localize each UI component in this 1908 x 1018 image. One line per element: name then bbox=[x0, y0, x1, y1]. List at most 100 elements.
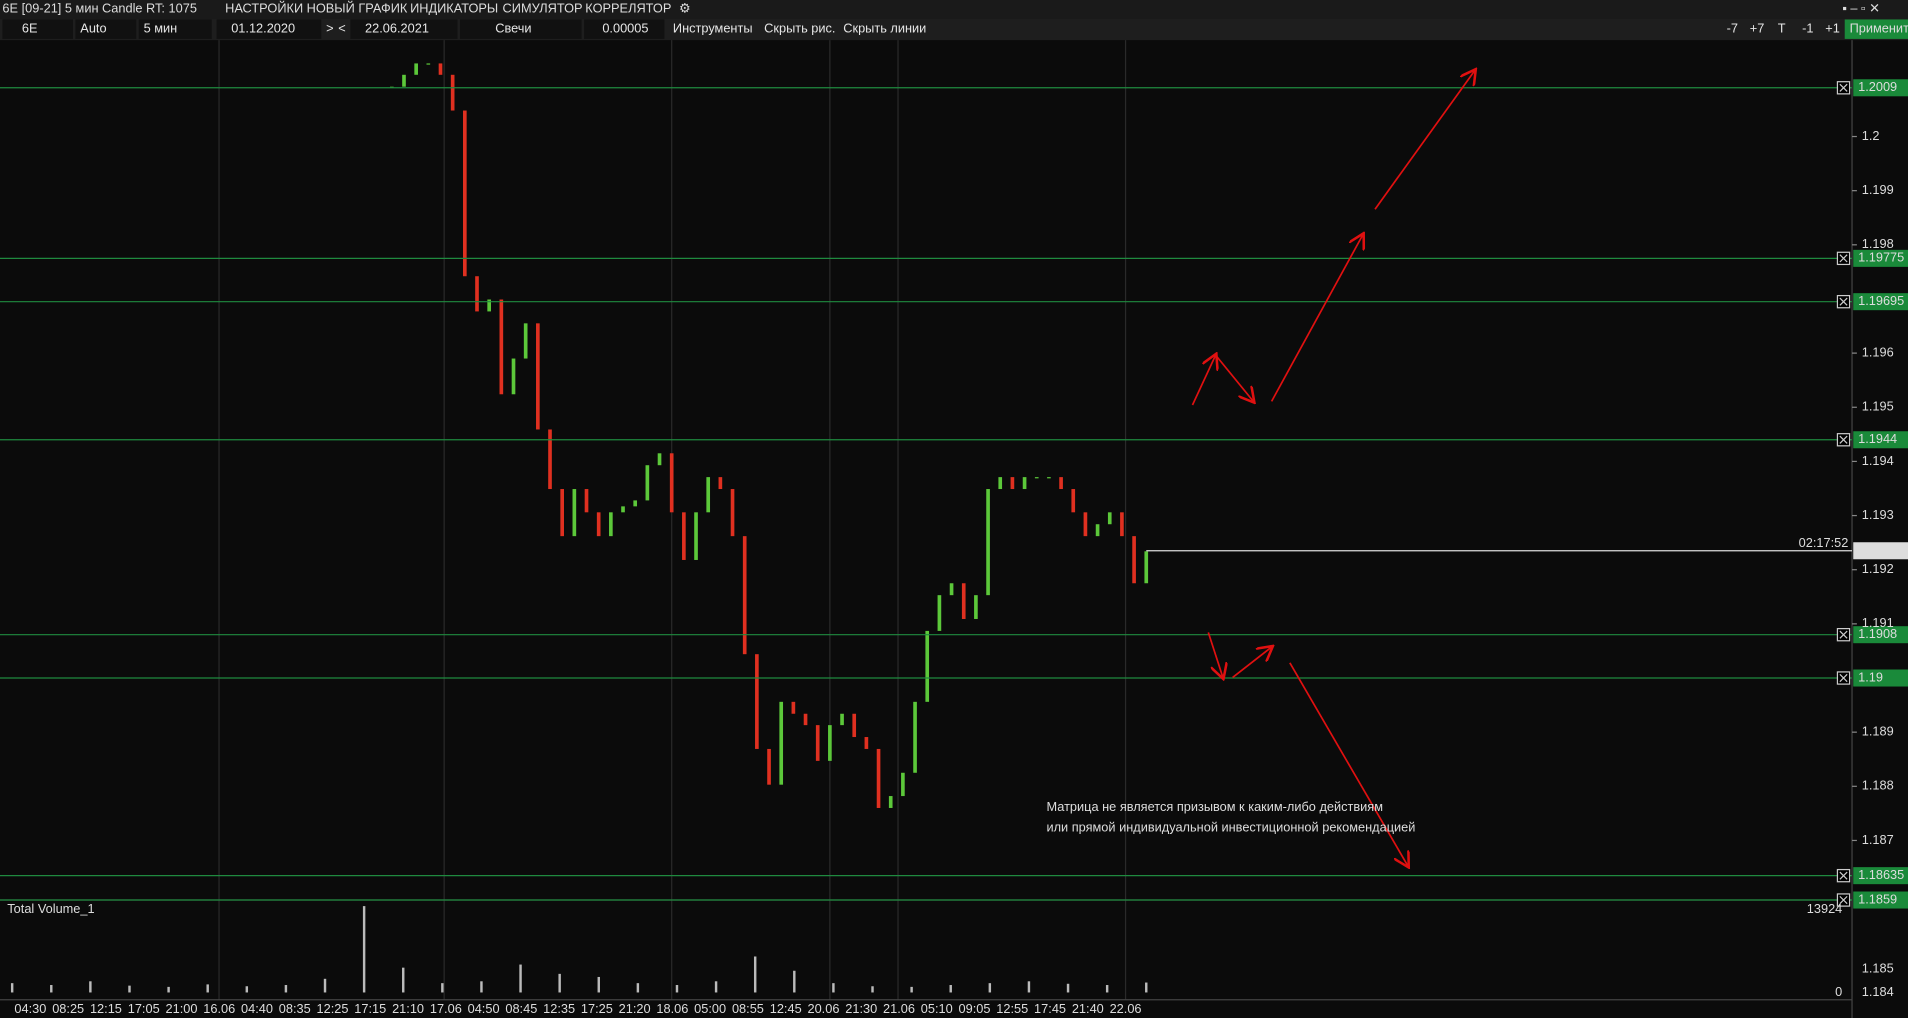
chart-type[interactable]: Свечи bbox=[495, 21, 531, 36]
time-label: 08:35 bbox=[279, 1001, 311, 1016]
candle bbox=[511, 358, 516, 395]
candle bbox=[621, 506, 625, 513]
step[interactable]: 0.00005 bbox=[602, 21, 648, 36]
volume-bar bbox=[402, 967, 405, 993]
shift-button[interactable]: T bbox=[1778, 21, 1786, 36]
candle bbox=[864, 737, 869, 749]
candle bbox=[840, 713, 844, 726]
remove-icon[interactable] bbox=[1839, 435, 1848, 444]
time-label: 04:50 bbox=[468, 1001, 500, 1016]
candle bbox=[463, 110, 467, 277]
time-label: 12:15 bbox=[90, 1001, 122, 1016]
candle bbox=[925, 630, 930, 702]
candle bbox=[742, 536, 747, 655]
annotation: или прямой индивидуальной инвестиционной… bbox=[1046, 820, 1415, 835]
volume-bar bbox=[167, 986, 170, 993]
level-label: 1.19775 bbox=[1858, 250, 1904, 265]
time-label: 12:55 bbox=[996, 1001, 1028, 1016]
shift-button[interactable]: +1 bbox=[1825, 21, 1840, 36]
menu-item[interactable]: СИМУЛЯТОР bbox=[503, 0, 583, 15]
volume-bar bbox=[675, 985, 679, 993]
level-label: 1.19695 bbox=[1858, 293, 1904, 308]
date-from[interactable]: 01.12.2020 bbox=[231, 21, 295, 36]
time-label: 12:35 bbox=[543, 1001, 575, 1016]
time-label: 04:30 bbox=[14, 1001, 46, 1016]
shift-button[interactable]: -1 bbox=[1802, 21, 1813, 36]
price-tick-label: 1.2 bbox=[1862, 128, 1880, 143]
candle bbox=[536, 323, 540, 430]
candle bbox=[450, 74, 455, 111]
candle bbox=[548, 429, 552, 490]
time-label: 17:25 bbox=[581, 1001, 613, 1016]
volume-bar bbox=[519, 964, 522, 993]
button[interactable]: Скрыть линии bbox=[843, 21, 926, 36]
time-label: 18.06 bbox=[656, 1001, 688, 1016]
time-label: 08:55 bbox=[732, 1001, 764, 1016]
level-label: 1.1944 bbox=[1858, 431, 1897, 446]
level-label: 1.19 bbox=[1858, 669, 1883, 684]
time-label: 21:20 bbox=[619, 1001, 651, 1016]
menu-item[interactable]: ИНДИКАТОРЫ bbox=[410, 0, 498, 15]
field[interactable] bbox=[459, 19, 582, 39]
remove-icon[interactable] bbox=[1839, 630, 1848, 639]
candle bbox=[767, 748, 771, 785]
volume-zero: 0 bbox=[1835, 984, 1842, 999]
price-tick-label: 1.199 bbox=[1862, 182, 1894, 197]
time-label: 08:45 bbox=[505, 1001, 537, 1016]
date-to[interactable]: 22.06.2021 bbox=[365, 21, 429, 36]
scale[interactable]: Auto bbox=[80, 21, 106, 36]
shift-button[interactable]: +7 bbox=[1750, 21, 1765, 36]
price-tick-label: 1.191 bbox=[1862, 615, 1894, 630]
shift-button[interactable]: -7 bbox=[1727, 21, 1738, 36]
remove-icon[interactable] bbox=[1839, 673, 1848, 683]
field[interactable] bbox=[216, 19, 322, 39]
title-bar bbox=[0, 0, 1908, 19]
volume-bar bbox=[128, 985, 131, 993]
next[interactable]: > bbox=[326, 21, 333, 36]
symbol[interactable]: 6E bbox=[22, 21, 38, 36]
candle bbox=[475, 276, 479, 312]
remove-icon[interactable] bbox=[1839, 254, 1848, 263]
price-tick-label: 1.196 bbox=[1862, 344, 1894, 359]
button[interactable]: Инструменты bbox=[673, 21, 753, 36]
apply-label[interactable]: Применить bbox=[1850, 21, 1908, 36]
candle bbox=[730, 489, 735, 537]
time-label: 17:15 bbox=[354, 1001, 386, 1016]
menu-item[interactable]: КОРРЕЛЯТОР bbox=[585, 0, 671, 15]
remove-icon[interactable] bbox=[1839, 83, 1848, 92]
field[interactable] bbox=[584, 19, 665, 39]
candle bbox=[633, 500, 638, 507]
candle bbox=[974, 595, 978, 619]
candle bbox=[1095, 524, 1100, 537]
level-label-bg bbox=[1853, 249, 1908, 267]
volume-bar bbox=[871, 986, 874, 993]
price-tick-label: 1.189 bbox=[1862, 724, 1894, 739]
level-label: 1.2009 bbox=[1858, 79, 1897, 94]
time-label: 09:05 bbox=[959, 1001, 991, 1016]
candle bbox=[1010, 477, 1015, 490]
settings-icon[interactable]: ⚙ bbox=[679, 0, 690, 15]
menu-item[interactable]: НАСТРОЙКИ bbox=[225, 0, 303, 15]
remove-icon[interactable] bbox=[1839, 871, 1848, 880]
button[interactable]: Скрыть рис. bbox=[764, 21, 835, 36]
field[interactable] bbox=[2, 19, 74, 39]
price-tick-label: 1.188 bbox=[1862, 778, 1894, 793]
candle bbox=[901, 772, 905, 797]
field[interactable] bbox=[138, 19, 212, 39]
candle bbox=[815, 725, 820, 761]
remove-icon[interactable] bbox=[1839, 297, 1848, 306]
apply-button[interactable] bbox=[1844, 19, 1908, 39]
volume-bar bbox=[558, 973, 561, 993]
window-controls[interactable]: ▪ ‒ ▫ ✕ bbox=[1842, 0, 1880, 15]
prev[interactable]: < bbox=[338, 21, 345, 36]
candle bbox=[414, 63, 418, 75]
candle bbox=[1022, 477, 1027, 490]
field[interactable] bbox=[75, 19, 137, 39]
timeframe[interactable]: 5 мин bbox=[144, 21, 178, 36]
candle bbox=[657, 453, 662, 466]
remove-icon[interactable] bbox=[1839, 895, 1848, 905]
menu-item[interactable]: НОВЫЙ ГРАФИК bbox=[307, 0, 408, 15]
candle bbox=[669, 453, 674, 513]
candle bbox=[828, 725, 832, 761]
field[interactable] bbox=[350, 19, 458, 39]
